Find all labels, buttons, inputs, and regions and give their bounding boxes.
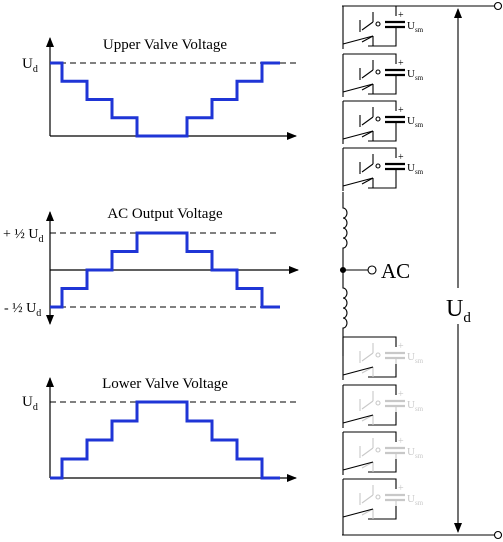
upper-valve-title: Upper Valve Voltage [103, 37, 227, 53]
upper-valve-plot: Upper Valve Voltage Ud [22, 37, 297, 140]
lower-valve-plot: Lower Valve Voltage Ud [22, 376, 297, 482]
ac-output-waveform [50, 231, 280, 309]
capacitor-plus-sign: + [398, 436, 404, 447]
capacitor-plus-sign: + [398, 341, 404, 352]
submodule: +Usm [342, 100, 424, 144]
submodule-voltage-label: Usm [407, 446, 424, 460]
capacitor-plus-sign: + [398, 483, 404, 494]
ud-label-bg [438, 288, 480, 324]
submodule: +Usm [342, 431, 424, 475]
lower-arm-inductor [342, 270, 348, 350]
submodule-voltage-label: Usm [407, 493, 424, 507]
ud-sub: d [33, 64, 38, 75]
upper-valve-ud-label: Ud [22, 56, 38, 75]
lower-valve-ud-label: Ud [22, 394, 38, 413]
capacitor-plus-sign: + [398, 389, 404, 400]
submodule: +Usm [342, 147, 424, 191]
submodule-voltage-label: Usm [407, 115, 424, 129]
ac-output-title: AC Output Voltage [107, 206, 223, 222]
lower-valve-title: Lower Valve Voltage [102, 376, 228, 392]
top-dc-terminal[interactable] [493, 1, 503, 11]
ac-terminal-label: AC [381, 259, 410, 283]
lower-valve-waveform [50, 400, 280, 480]
ac-output-pos-label: + ½ Ud [3, 227, 44, 245]
submodule-voltage-label: Usm [407, 399, 424, 413]
upper-arm-inductor [342, 196, 348, 270]
bottom-dc-terminal[interactable] [493, 530, 503, 540]
capacitor-plus-sign: + [398, 58, 404, 69]
submodule: +Usm [342, 478, 424, 522]
ac-terminal[interactable] [367, 265, 377, 275]
capacitor-plus-sign: + [398, 105, 404, 116]
submodule: +Usm [342, 5, 424, 49]
ac-output-plot: AC Output Voltage + ½ Ud - ½ Ud [3, 206, 299, 325]
capacitor-plus-sign: + [398, 10, 404, 21]
submodule-voltage-label: Usm [407, 351, 424, 365]
submodule-voltage-label: Usm [407, 20, 424, 34]
upper-valve-waveform [50, 61, 280, 138]
ac-output-neg-label: - ½ Ud [4, 301, 41, 319]
ud-main: U [22, 56, 33, 72]
submodule: +Usm [342, 53, 424, 97]
capacitor-plus-sign: + [398, 152, 404, 163]
mmc-phase-leg: +Usm+Usm+Usm+Usm+Usm+Usm+Usm+Usm [339, 1, 503, 540]
submodule: +Usm [342, 336, 424, 380]
submodule: +Usm [342, 384, 424, 428]
submodule-voltage-label: Usm [407, 162, 424, 176]
dc-voltage-label: Ud [446, 296, 471, 326]
submodule-voltage-label: Usm [407, 68, 424, 82]
